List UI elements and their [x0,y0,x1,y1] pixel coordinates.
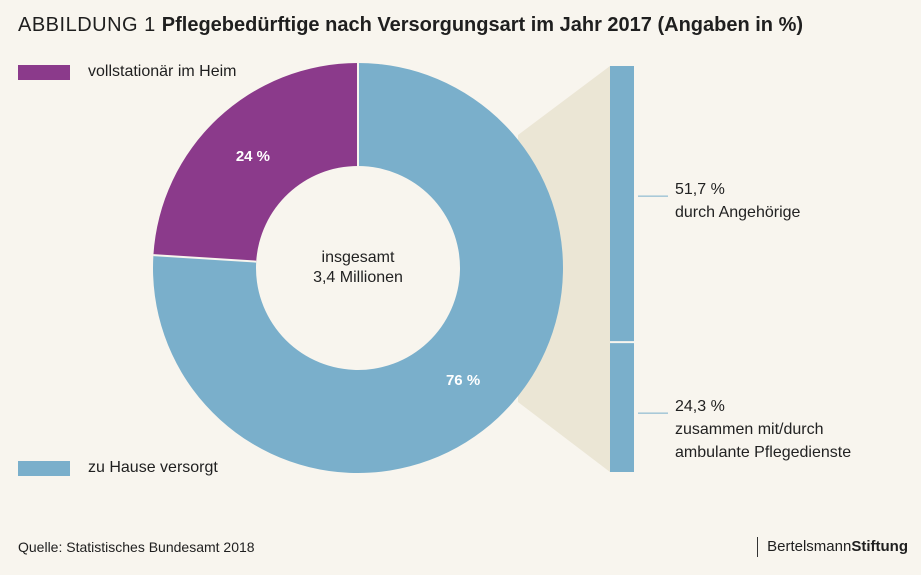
breakdown-label-angehoerige: durch Angehörige [675,204,801,221]
breakdown-bar-ambulant [610,342,634,472]
brand-logo: BertelsmannStiftung [757,537,908,557]
center-label-line1: insgesamt [322,249,395,266]
slice-label-heim: 24 % [236,148,270,165]
breakdown-label-ambulant-line1: zusammen mit/durch [675,421,824,438]
legend-label-heim: vollstationär im Heim [88,63,237,80]
brand-part1: Bertelsmann [767,538,852,555]
legend-swatch-heim [18,64,70,80]
legend-item-heim: vollstationär im Heim [18,63,236,81]
breakdown-bar-angehoerige [610,66,634,343]
slice-heim [153,63,358,262]
slice-separator [153,254,257,263]
figure-label: ABBILDUNG 1 [18,14,156,36]
breakdown-value-angehoerige: 51,7 % [675,181,725,198]
breakdown-label-ambulant-line2: ambulante Pflegedienste [675,444,851,461]
figure-title: Pflegebedürftige nach Versorgungsart im … [161,14,804,36]
legend-item-hause: zu Hause versorgt [18,459,218,477]
breakdown-value-ambulant: 24,3 % [675,398,725,415]
legend-label-hause: zu Hause versorgt [88,459,218,476]
center-label-line2: 3,4 Millionen [313,269,403,286]
legend-swatch-hause [18,460,70,476]
brand-part2: Stiftung [851,538,908,555]
breakdown-connector [518,66,610,472]
chart-title: ABBILDUNG 1 Pflegebedürftige nach Versorg… [18,14,803,37]
slice-zu-hause [153,63,564,473]
slice-label-hause: 76 % [446,372,480,389]
source-note: Quelle: Statistisches Bundesamt 2018 [18,539,255,555]
